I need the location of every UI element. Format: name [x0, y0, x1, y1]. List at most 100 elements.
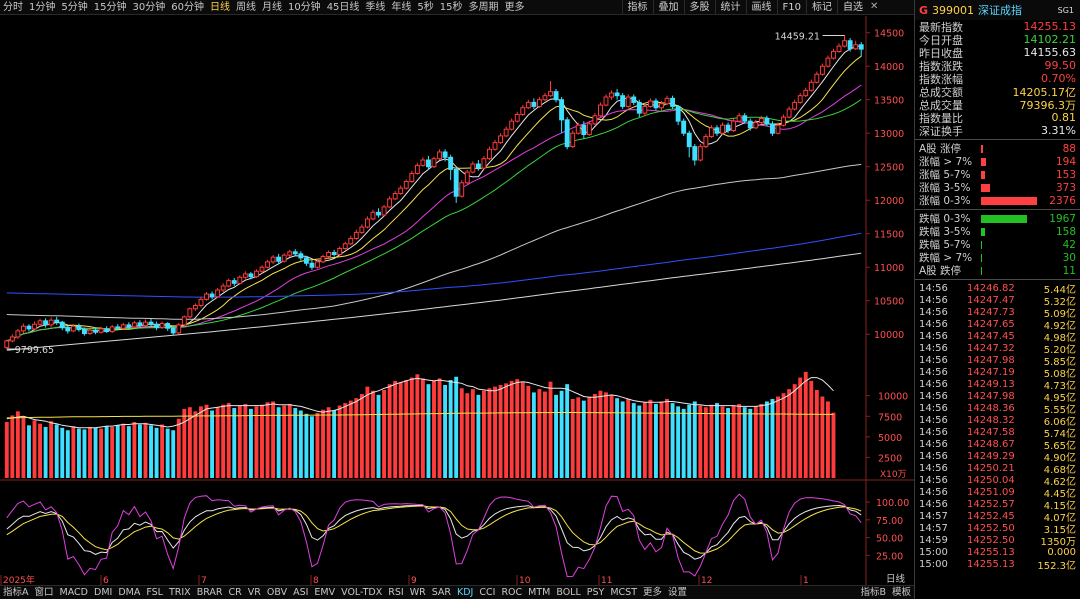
distribution-row: 涨幅 > 7% 194 [915, 155, 1080, 169]
high-annotation: 14459.21 [775, 31, 820, 42]
toolbar-button-4[interactable]: 画线 [745, 0, 777, 15]
indicator-tab-15[interactable]: WR [409, 587, 426, 598]
tick-price: 14252.50 [967, 534, 1015, 546]
indicator-tab-21[interactable]: BOLL [556, 587, 581, 598]
toolbar-button-7[interactable]: 自选 [837, 0, 868, 15]
quote-row: 最新指数 14255.13 [915, 20, 1080, 34]
indicator-tab-12[interactable]: EMV [314, 587, 336, 598]
period-tab-0[interactable]: 分时 [3, 1, 23, 13]
period-tab-5[interactable]: 60分钟 [171, 1, 204, 13]
candle-body [437, 151, 442, 160]
candle-body [409, 172, 415, 182]
price-chart[interactable]: 14500 14000 13500 13000 12500 12000 11500 11000… [0, 16, 914, 370]
toolbar-button-6[interactable]: 标记 [806, 0, 837, 15]
volume-bar [415, 374, 420, 478]
indicator-tab-19[interactable]: ROC [501, 587, 523, 598]
candle [636, 99, 642, 118]
candle-body [625, 96, 631, 107]
volume-bar [825, 401, 830, 478]
indicator-tab-20[interactable]: MTM [528, 587, 551, 598]
volume-bar [226, 403, 231, 478]
indicator-tab-4[interactable]: DMA [118, 587, 141, 598]
period-tab-9[interactable]: 10分钟 [287, 1, 321, 13]
candle [148, 318, 154, 327]
kdj-tick-label: 25.00 [876, 551, 903, 562]
period-tab-6[interactable]: 日线 [209, 1, 230, 13]
distribution-bar [981, 266, 982, 275]
period-tab-10[interactable]: 45日线 [326, 1, 360, 13]
candle-body [492, 142, 498, 150]
indicator-tab-8[interactable]: CR [228, 587, 242, 598]
indicator-tab-6[interactable]: TRIX [168, 587, 191, 598]
indicator-tab-1[interactable]: 窗口 [34, 587, 54, 598]
period-tab-7[interactable]: 周线 [235, 1, 256, 13]
period-tab-16[interactable]: 更多 [504, 1, 525, 13]
toolbar-button-2[interactable]: 多股 [683, 0, 715, 15]
volume-bar [115, 425, 120, 478]
volume-bar [237, 405, 242, 478]
candle [525, 99, 531, 110]
period-tab-8[interactable]: 月线 [261, 1, 282, 13]
candle [265, 259, 270, 269]
volume-chart[interactable]: 10000 7500 5000 2500 X10万 [0, 355, 914, 481]
rp-period-button[interactable]: 日线 [886, 574, 906, 585]
candle [731, 118, 737, 132]
toolbar-button-3[interactable]: 统计 [714, 0, 746, 15]
indicator-tab-11[interactable]: ASI [293, 587, 309, 598]
kdj-chart[interactable]: 100.00 75.00 50.00 25.00 2025年 6 7 8 9 10 11 12 1 [0, 481, 914, 585]
volume-bar [437, 378, 442, 478]
kdj-tick-label: 75.00 [876, 516, 903, 527]
candle [165, 322, 171, 331]
indicator-tab-13[interactable]: VOL-TDX [341, 587, 383, 598]
toolbar-button-1[interactable]: 叠加 [652, 0, 684, 15]
indicator-tab-25[interactable]: 设置 [668, 587, 688, 598]
indicator-tab-9[interactable]: VR [247, 587, 261, 598]
bottom-right-button-1[interactable]: 模板 [891, 587, 911, 598]
candle [353, 229, 359, 240]
indicator-tab-2[interactable]: MACD [59, 587, 88, 598]
volume-bar [332, 410, 337, 478]
candle [342, 241, 348, 250]
toolbar-button-0[interactable]: 指标 [621, 0, 653, 15]
indicator-tab-7[interactable]: BRAR [196, 587, 223, 598]
candle [431, 156, 437, 169]
indicator-tab-14[interactable]: RSI [388, 587, 404, 598]
period-tab-13[interactable]: 5秒 [417, 1, 434, 13]
indicator-tab-10[interactable]: OBV [266, 587, 288, 598]
indicator-tab-18[interactable]: CCI [479, 587, 496, 598]
candle [26, 324, 32, 332]
quote-label: 深证换手 [919, 124, 963, 138]
candle [542, 93, 548, 102]
divider [915, 209, 1080, 210]
distribution-row: 跌幅 0-3% 1967 [915, 212, 1080, 226]
candle-body [581, 124, 587, 136]
period-tab-1[interactable]: 1分钟 [29, 1, 56, 13]
period-tab-4[interactable]: 30分钟 [132, 1, 166, 13]
candle-body [159, 323, 165, 329]
period-tab-2[interactable]: 5分钟 [61, 1, 88, 13]
distribution-row: 涨幅 0-3% 2376 [915, 194, 1080, 208]
candle-body [747, 120, 753, 129]
period-tab-12[interactable]: 年线 [391, 1, 412, 13]
indicator-tab-3[interactable]: DMI [94, 587, 113, 598]
tick-volume: 4.68亿 [1043, 464, 1076, 476]
candle-body [520, 107, 526, 115]
indicator-tab-23[interactable]: MCST [610, 587, 638, 598]
indicator-tab-5[interactable]: FSL [146, 587, 163, 598]
indicator-tab-24[interactable]: 更多 [643, 587, 663, 598]
indicator-tab-22[interactable]: PSY [586, 587, 605, 598]
indicator-tab-16[interactable]: SAR [431, 587, 451, 598]
candle-body [353, 231, 359, 239]
toolbar-button-5[interactable]: F10 [776, 0, 806, 15]
candle-body [758, 117, 764, 123]
indicator-tab-17[interactable]: KDJ [457, 587, 474, 598]
period-tab-11[interactable]: 季线 [365, 1, 386, 13]
close-icon[interactable]: ✕ [870, 1, 879, 12]
indicator-tab-0[interactable]: 指标A [3, 587, 29, 598]
period-tab-15[interactable]: 多周期 [468, 1, 499, 13]
tick-volume: 1350万 [1040, 536, 1076, 548]
period-tab-14[interactable]: 15秒 [439, 1, 463, 13]
bottom-right-button-0[interactable]: 指标B [860, 587, 886, 598]
tick-price: 14249.29 [967, 450, 1015, 462]
period-tab-3[interactable]: 15分钟 [93, 1, 127, 13]
